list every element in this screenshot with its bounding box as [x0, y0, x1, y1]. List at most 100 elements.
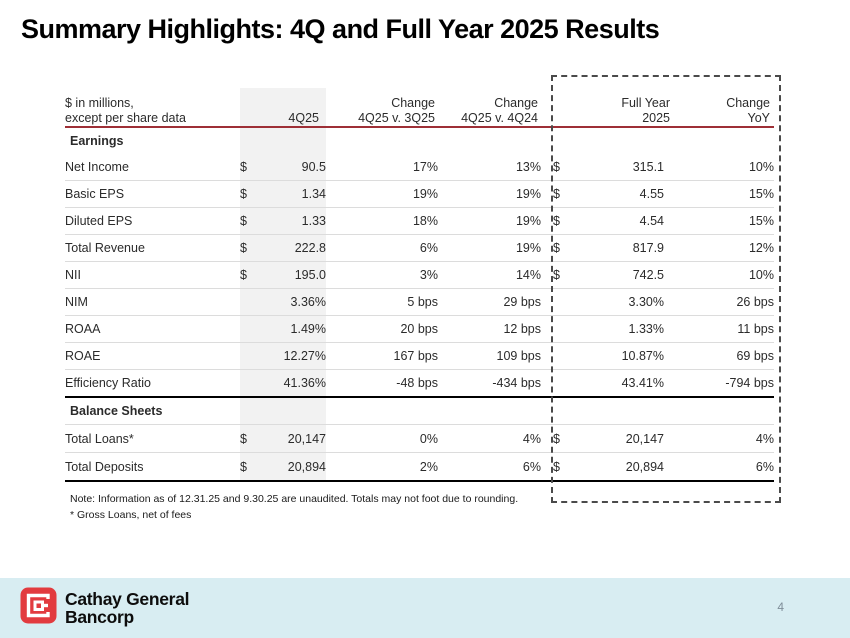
row-label: Total Deposits — [65, 452, 240, 482]
full-year-value: 20,894 — [625, 459, 664, 474]
q425-value: 1.34 — [301, 187, 326, 201]
currency-sign: $ — [553, 214, 560, 228]
note-text: Note: Information as of 12.31.25 and 9.3… — [70, 493, 519, 505]
chg-4q24-value: 29 bps — [438, 288, 541, 316]
q425-value: 12.27% — [283, 349, 326, 363]
yoy-value: 11 bps — [673, 315, 774, 343]
summary-table: $ in millions, except per share data 4Q2… — [65, 88, 774, 482]
chg-4q24-value: -434 bps — [438, 369, 541, 397]
table-row: Net Income $90.5 17% 13% $315.1 10% — [65, 154, 774, 181]
chg-4q24-value: 109 bps — [438, 342, 541, 370]
table-row: Total Deposits $20,894 2% 6% $20,894 6% — [65, 452, 774, 482]
currency-sign: $ — [553, 459, 560, 474]
currency-sign: $ — [553, 160, 560, 174]
row-label: NIM — [65, 288, 240, 316]
row-label: Basic EPS — [65, 180, 240, 208]
q425-value: 3.36% — [290, 295, 326, 309]
page-title: Summary Highlights: 4Q and Full Year 202… — [21, 14, 660, 44]
yoy-value: 26 bps — [673, 288, 774, 316]
q425-value: 222.8 — [294, 241, 326, 255]
row-label: Diluted EPS — [65, 207, 240, 235]
currency-sign: $ — [553, 431, 560, 446]
page-number: 4 — [777, 600, 784, 614]
footer-bar: Cathay General Bancorp 4 — [0, 578, 850, 638]
header-4q25: 4Q25 — [240, 88, 326, 128]
cathay-logo-icon — [20, 587, 57, 629]
full-year-value: 4.54 — [639, 214, 664, 228]
chg-4q24-value: 19% — [438, 207, 541, 235]
chg-3q25-value: 3% — [326, 261, 438, 289]
table-row: NII $195.0 3% 14% $742.5 10% — [65, 261, 774, 289]
table-row: NIM 3.36% 5 bps 29 bps 3.30% 26 bps — [65, 288, 774, 316]
chg-3q25-value: 18% — [326, 207, 438, 235]
currency-sign: $ — [553, 187, 560, 201]
chg-4q24-value: 6% — [438, 452, 541, 482]
table-row: Efficiency Ratio 41.36% -48 bps -434 bps… — [65, 369, 774, 397]
full-year-value: 20,147 — [625, 431, 664, 446]
q425-value: 20,147 — [287, 431, 326, 446]
full-year-value: 315.1 — [632, 160, 664, 174]
full-year-value: 1.33% — [628, 322, 664, 336]
table-header: $ in millions, except per share data 4Q2… — [65, 88, 774, 128]
row-label: ROAA — [65, 315, 240, 343]
row-label: Net Income — [65, 160, 129, 174]
section-header-earnings: Earnings — [65, 127, 774, 154]
full-year-value: 742.5 — [632, 268, 664, 282]
chg-3q25-value: -48 bps — [326, 369, 438, 397]
currency-sign: $ — [240, 214, 247, 228]
yoy-value: 10% — [748, 160, 774, 174]
section-name: Earnings — [70, 134, 124, 148]
table-row: Diluted EPS $1.33 18% 19% $4.54 15% — [65, 207, 774, 235]
table-row: ROAE 12.27% 167 bps 109 bps 10.87% 69 bp… — [65, 342, 774, 370]
section-name: Balance Sheets — [65, 396, 240, 425]
yoy-value: 10% — [673, 261, 774, 289]
header-change-3q25: Change 4Q25 v. 3Q25 — [326, 88, 438, 128]
chg-3q25-value: 19% — [326, 180, 438, 208]
yoy-value: 6% — [673, 452, 774, 482]
row-label: Efficiency Ratio — [65, 369, 240, 397]
header-full-year: Full Year 2025 — [553, 88, 673, 128]
currency-sign: $ — [553, 241, 560, 255]
chg-3q25-value: 6% — [326, 234, 438, 262]
table-row: Total Loans* $20,147 0% 4% $20,147 4% — [65, 424, 774, 453]
full-year-value: 3.30% — [628, 295, 664, 309]
table-row: Total Revenue $222.8 6% 19% $817.9 12% — [65, 234, 774, 262]
yoy-value: 15% — [673, 180, 774, 208]
q425-value: 41.36% — [283, 376, 326, 390]
full-year-value: 817.9 — [632, 241, 664, 255]
table-row: ROAA 1.49% 20 bps 12 bps 1.33% 11 bps — [65, 315, 774, 343]
footnotes: Note: Information as of 12.31.25 and 9.3… — [70, 492, 518, 523]
brand-name: Cathay General Bancorp — [65, 589, 190, 627]
chg-3q25-value: 17% — [412, 160, 438, 174]
yoy-value: -794 bps — [673, 369, 774, 397]
q425-value: 195.0 — [294, 268, 326, 282]
full-year-value: 43.41% — [621, 376, 664, 390]
footnote-text: * Gross Loans, net of fees — [70, 508, 192, 521]
chg-4q24-value: 4% — [438, 424, 541, 453]
currency-sign: $ — [240, 160, 247, 174]
chg-4q24-value: 12 bps — [438, 315, 541, 343]
brand: Cathay General Bancorp — [20, 578, 190, 638]
chg-4q24-value: 14% — [438, 261, 541, 289]
chg-4q24-value: 19% — [438, 180, 541, 208]
section-header-balance-sheets: Balance Sheets — [65, 396, 774, 425]
full-year-value: 4.55 — [639, 187, 664, 201]
header-change-yoy: Change YoY — [673, 88, 774, 128]
header-gap — [541, 88, 553, 128]
row-label: Total Loans* — [65, 424, 240, 453]
chg-3q25-value: 5 bps — [326, 288, 438, 316]
currency-sign: $ — [240, 431, 247, 446]
q425-value: 90.5 — [301, 160, 326, 174]
chg-3q25-value: 2% — [326, 452, 438, 482]
yoy-value: 69 bps — [673, 342, 774, 370]
full-year-value: 10.87% — [621, 349, 664, 363]
q425-value: 1.49% — [290, 322, 326, 336]
currency-sign: $ — [240, 268, 247, 282]
yoy-value: 4% — [673, 424, 774, 453]
yoy-value: 12% — [673, 234, 774, 262]
currency-sign: $ — [240, 459, 247, 474]
chg-3q25-value: 20 bps — [326, 315, 438, 343]
currency-sign: $ — [240, 241, 247, 255]
currency-sign: $ — [240, 187, 247, 201]
